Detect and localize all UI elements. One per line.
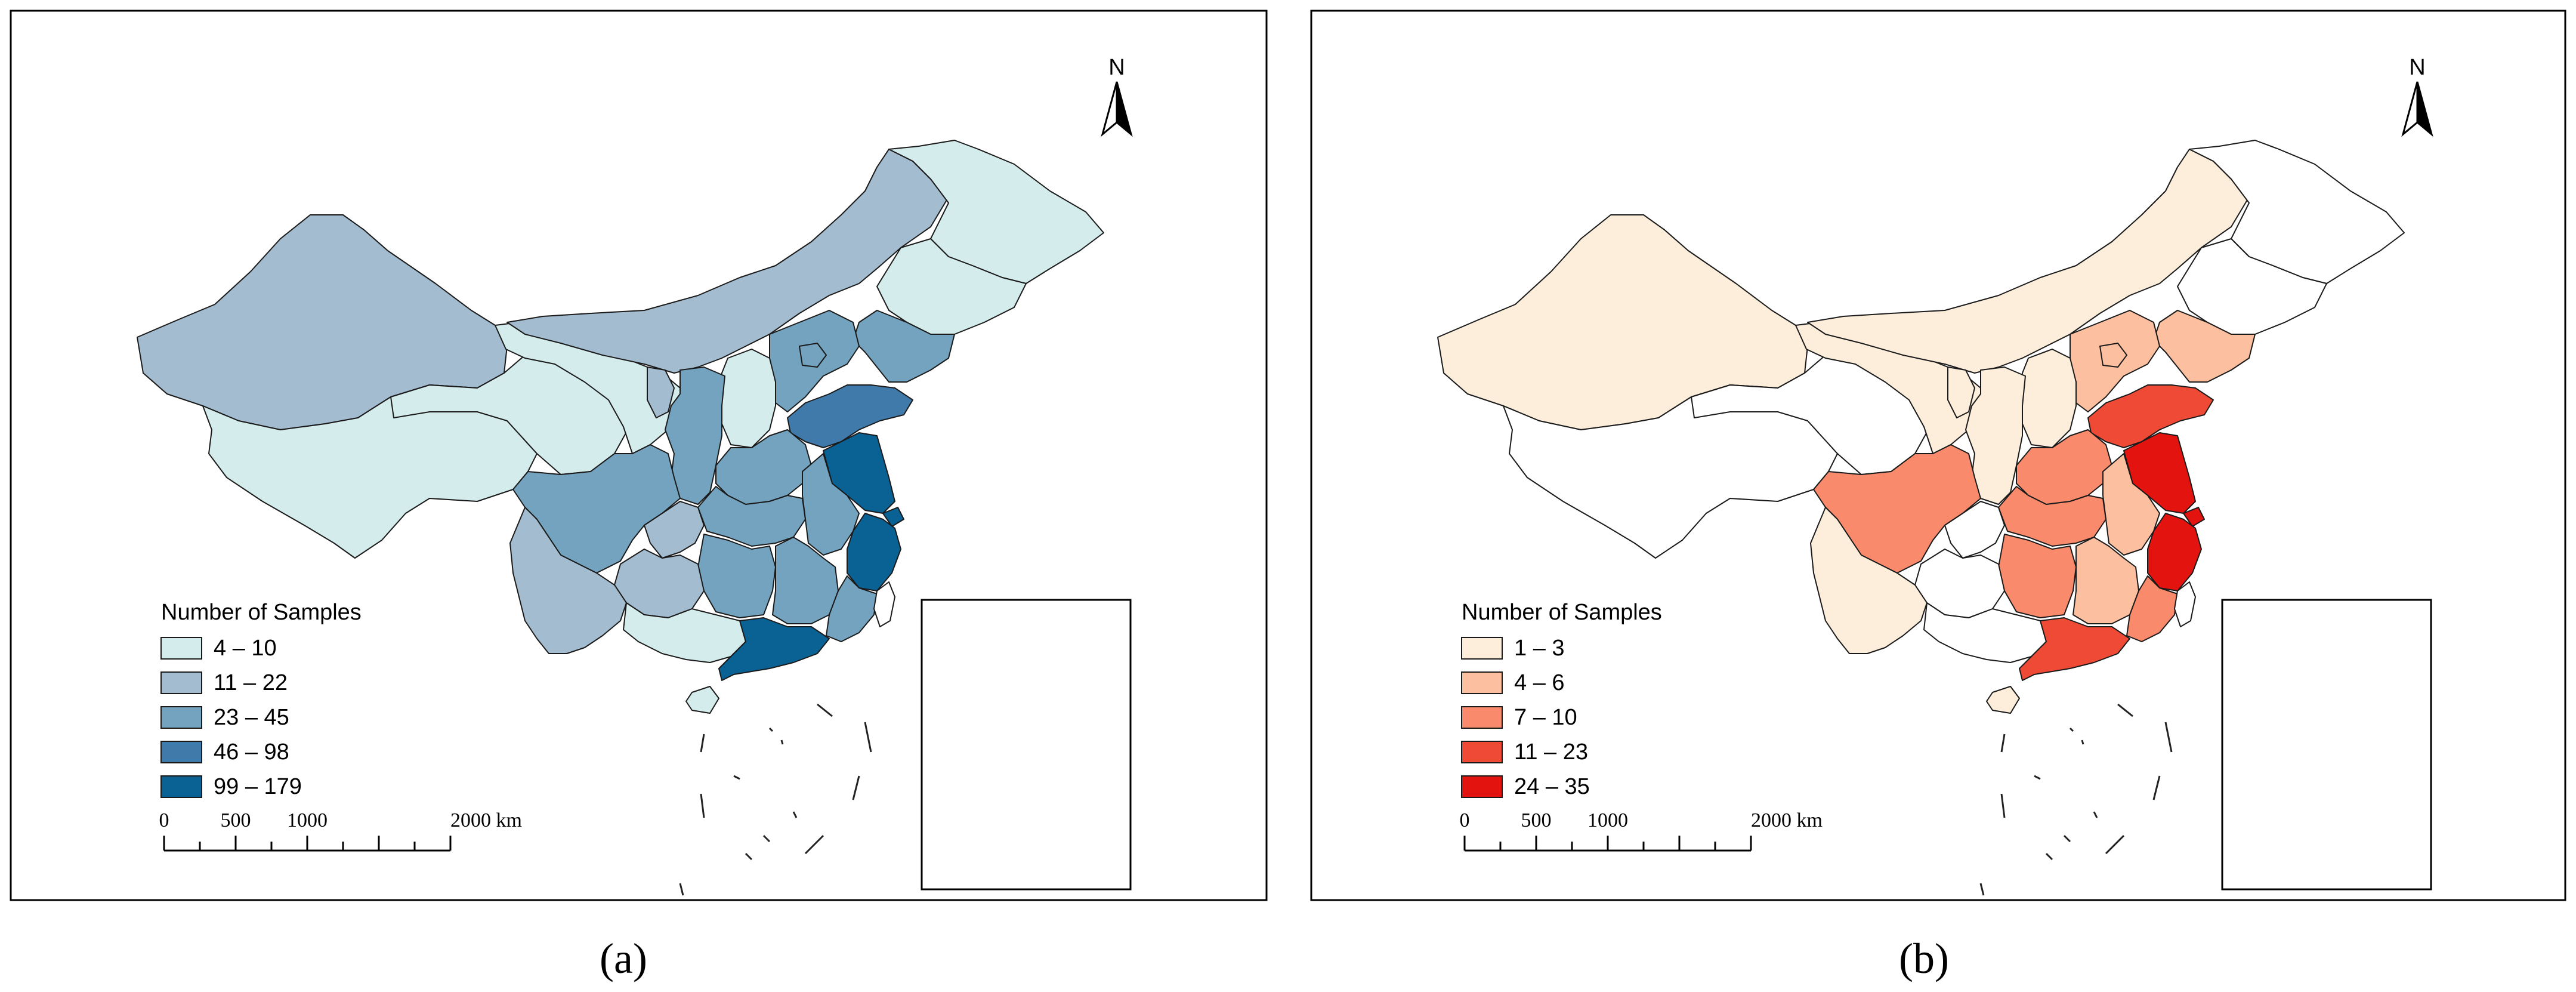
region-shandong xyxy=(787,384,913,448)
legend-label: 11 – 22 xyxy=(214,670,288,695)
panel-a-caption: (a) xyxy=(600,935,647,982)
legend-label: 23 – 45 xyxy=(214,705,289,730)
region-qinghai xyxy=(390,355,630,475)
panel-b-north-arrow: N xyxy=(2401,55,2433,137)
legend-swatch xyxy=(160,637,202,660)
region-liaoning xyxy=(2153,310,2256,383)
region-chongqing xyxy=(644,501,705,559)
north-arrow-icon-fill xyxy=(1116,81,1133,137)
region-qinghai xyxy=(1691,355,1931,475)
scale-bar-label: 1000 xyxy=(287,809,328,831)
region-jilin xyxy=(876,238,1027,335)
region-heilongjiang xyxy=(888,140,1104,284)
region-taiwan xyxy=(873,581,895,627)
region-shaanxi xyxy=(665,366,725,505)
region-ningxia xyxy=(647,366,675,418)
region-heilongjiang xyxy=(2189,140,2405,284)
region-chongqing xyxy=(1944,501,2005,559)
region-shanxi xyxy=(718,349,776,448)
region-zhejiang xyxy=(2147,513,2202,591)
legend-label: 1 – 3 xyxy=(1514,636,1565,661)
region-zhejiang xyxy=(847,513,901,591)
region-tibet xyxy=(202,384,538,559)
panel-a-scale-bar: 0 500 1000 2000 km xyxy=(159,809,522,852)
region-beijing xyxy=(2099,343,2127,368)
legend-swatch xyxy=(1461,741,1503,763)
region-taiwan xyxy=(2174,581,2196,627)
legend-label: 24 – 35 xyxy=(1514,774,1590,799)
region-ningxia xyxy=(1947,366,1975,418)
legend-swatch xyxy=(1461,637,1503,660)
panel-a-north-arrow: N xyxy=(1101,55,1133,137)
region-shaanxi xyxy=(1965,366,2026,505)
region-liaoning xyxy=(853,310,955,383)
legend-title: Number of Samples xyxy=(161,600,362,625)
north-label: N xyxy=(2409,55,2425,80)
north-label: N xyxy=(1108,55,1125,80)
scale-bar-label: 2000 km xyxy=(1751,809,1823,831)
region-hubei xyxy=(1998,486,2106,547)
region-guangdong xyxy=(718,617,830,681)
legend-swatch xyxy=(160,671,202,694)
legend-swatch xyxy=(160,775,202,798)
region-shandong xyxy=(2087,384,2214,448)
scale-bar-label: 2000 km xyxy=(450,809,522,831)
legend-title: Number of Samples xyxy=(1462,600,1662,625)
panel-b-legend: Number of Samples 1 – 3 4 – 6 7 – 10 11 – 23… xyxy=(1461,600,1662,799)
region-inner-mongolia xyxy=(1807,149,2250,374)
panel-b-caption: (b) xyxy=(1899,935,1949,982)
scale-bar-label: 0 xyxy=(1460,809,1470,831)
region-guangdong xyxy=(2019,617,2130,681)
legend-label: 7 – 10 xyxy=(1514,705,1577,730)
region-shanxi xyxy=(2019,349,2077,448)
panel-b-map xyxy=(1437,140,2405,896)
legend-label: 4 – 10 xyxy=(214,636,277,661)
region-beijing xyxy=(799,343,827,368)
legend-swatch xyxy=(1461,775,1503,798)
inset-marks xyxy=(1979,703,2173,896)
legend-swatch xyxy=(1461,671,1503,694)
region-shanghai xyxy=(882,507,904,527)
region-inner-mongolia xyxy=(506,149,949,374)
region-hubei xyxy=(697,486,806,547)
legend-label: 11 – 23 xyxy=(1514,740,1588,765)
panel-a: N Number of Samples 4 – 10 11 – 22 23 – 45 4… xyxy=(10,10,1268,982)
legend-label: 4 – 6 xyxy=(1514,670,1565,695)
region-yunnan xyxy=(509,507,627,654)
panel-a-inset-frame xyxy=(921,599,1132,891)
scale-bar-label: 500 xyxy=(221,809,251,831)
region-hainan xyxy=(685,686,719,714)
north-arrow-icon-fill xyxy=(2416,81,2433,137)
legend-swatch xyxy=(1461,706,1503,729)
panel-a-legend: Number of Samples 4 – 10 11 – 22 23 – 45 46 … xyxy=(160,600,362,799)
region-hainan xyxy=(1986,686,2020,714)
panel-b-inset-frame xyxy=(2221,599,2432,891)
panel-b: N Number of Samples 1 – 3 4 – 6 7 – 10 11 – … xyxy=(1310,10,2566,982)
region-jilin xyxy=(2177,238,2327,335)
legend-label: 46 – 98 xyxy=(214,740,289,765)
inset-marks xyxy=(679,703,872,896)
panel-a-map xyxy=(137,140,1104,896)
region-tibet xyxy=(1503,384,1838,559)
legend-swatch xyxy=(160,741,202,763)
panel-b-scale-bar: 0 500 1000 2000 km xyxy=(1460,809,1823,852)
legend-swatch xyxy=(160,706,202,729)
scale-bar-label: 500 xyxy=(1521,809,1552,831)
region-yunnan xyxy=(1810,507,1928,654)
region-shanghai xyxy=(2183,507,2205,527)
scale-bar-label: 0 xyxy=(159,809,169,831)
scale-bar-label: 1000 xyxy=(1587,809,1628,831)
legend-label: 99 – 179 xyxy=(214,774,302,799)
